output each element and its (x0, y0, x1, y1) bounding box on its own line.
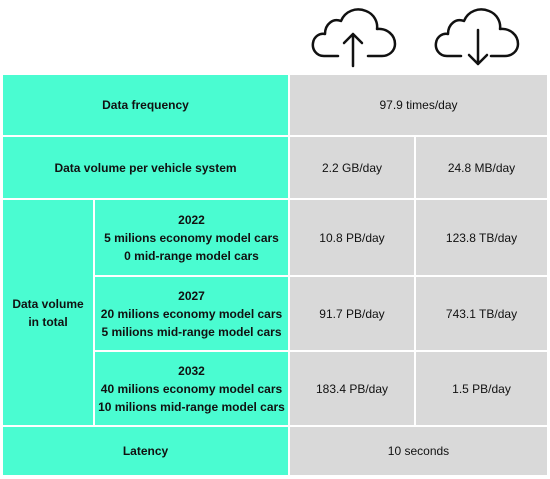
period-line: 10 milions mid-range model cars (98, 399, 285, 414)
upload-cloud-icon (311, 8, 397, 68)
period-year: 2032 (178, 363, 205, 378)
period-label: 2022 5 milions economy model cars 0 mid-ra… (95, 200, 288, 275)
label-text: Latency (122, 444, 169, 458)
value-text: 123.8 TB/day (445, 230, 518, 245)
value-cell: 2.2 GB/day (290, 137, 414, 198)
period-year: 2027 (178, 288, 205, 303)
row-label: Latency (3, 427, 288, 475)
value-text: 2.2 GB/day (321, 160, 383, 175)
label-text: Data volume in total (12, 296, 84, 329)
value-cell: 91.7 PB/day (290, 277, 414, 350)
period-year: 2022 (178, 212, 205, 227)
value-cell: 1.5 PB/day (416, 352, 547, 425)
period-line: 20 milions economy model cars (100, 306, 283, 321)
value-cell: 10.8 PB/day (290, 200, 414, 275)
value-cell: 97.9 times/day (290, 75, 547, 135)
period-line: 40 milions economy model cars (100, 381, 283, 396)
label-text: Data frequency (102, 98, 189, 112)
period-label: 2027 20 milions economy model cars 5 milio… (95, 277, 288, 350)
value-text: 183.4 PB/day (315, 381, 389, 396)
value-text: 24.8 MB/day (447, 160, 516, 175)
value-text: 97.9 times/day (379, 98, 458, 112)
value-text: 10 seconds (387, 444, 450, 458)
value-cell: 123.8 TB/day (416, 200, 547, 275)
period-line: 5 milions economy model cars (104, 230, 279, 245)
download-cloud-icon (434, 8, 520, 66)
value-cell: 743.1 TB/day (416, 277, 547, 350)
value-text: 743.1 TB/day (445, 306, 518, 321)
value-text: 10.8 PB/day (319, 230, 385, 245)
row-label: Data volume in total (3, 200, 93, 425)
period-line: 0 mid-range model cars (124, 248, 259, 263)
period-line: 5 milions mid-range model cars (101, 324, 282, 339)
value-text: 91.7 PB/day (319, 306, 385, 321)
value-text: 1.5 PB/day (452, 381, 511, 396)
row-label: Data volume per vehicle system (3, 137, 288, 198)
period-label: 2032 40 milions economy model cars 10 mili… (95, 352, 288, 425)
row-label: Data frequency (3, 75, 288, 135)
value-cell: 10 seconds (290, 427, 547, 475)
label-text: Data volume per vehicle system (54, 160, 237, 175)
value-cell: 183.4 PB/day (290, 352, 414, 425)
value-cell: 24.8 MB/day (416, 137, 547, 198)
